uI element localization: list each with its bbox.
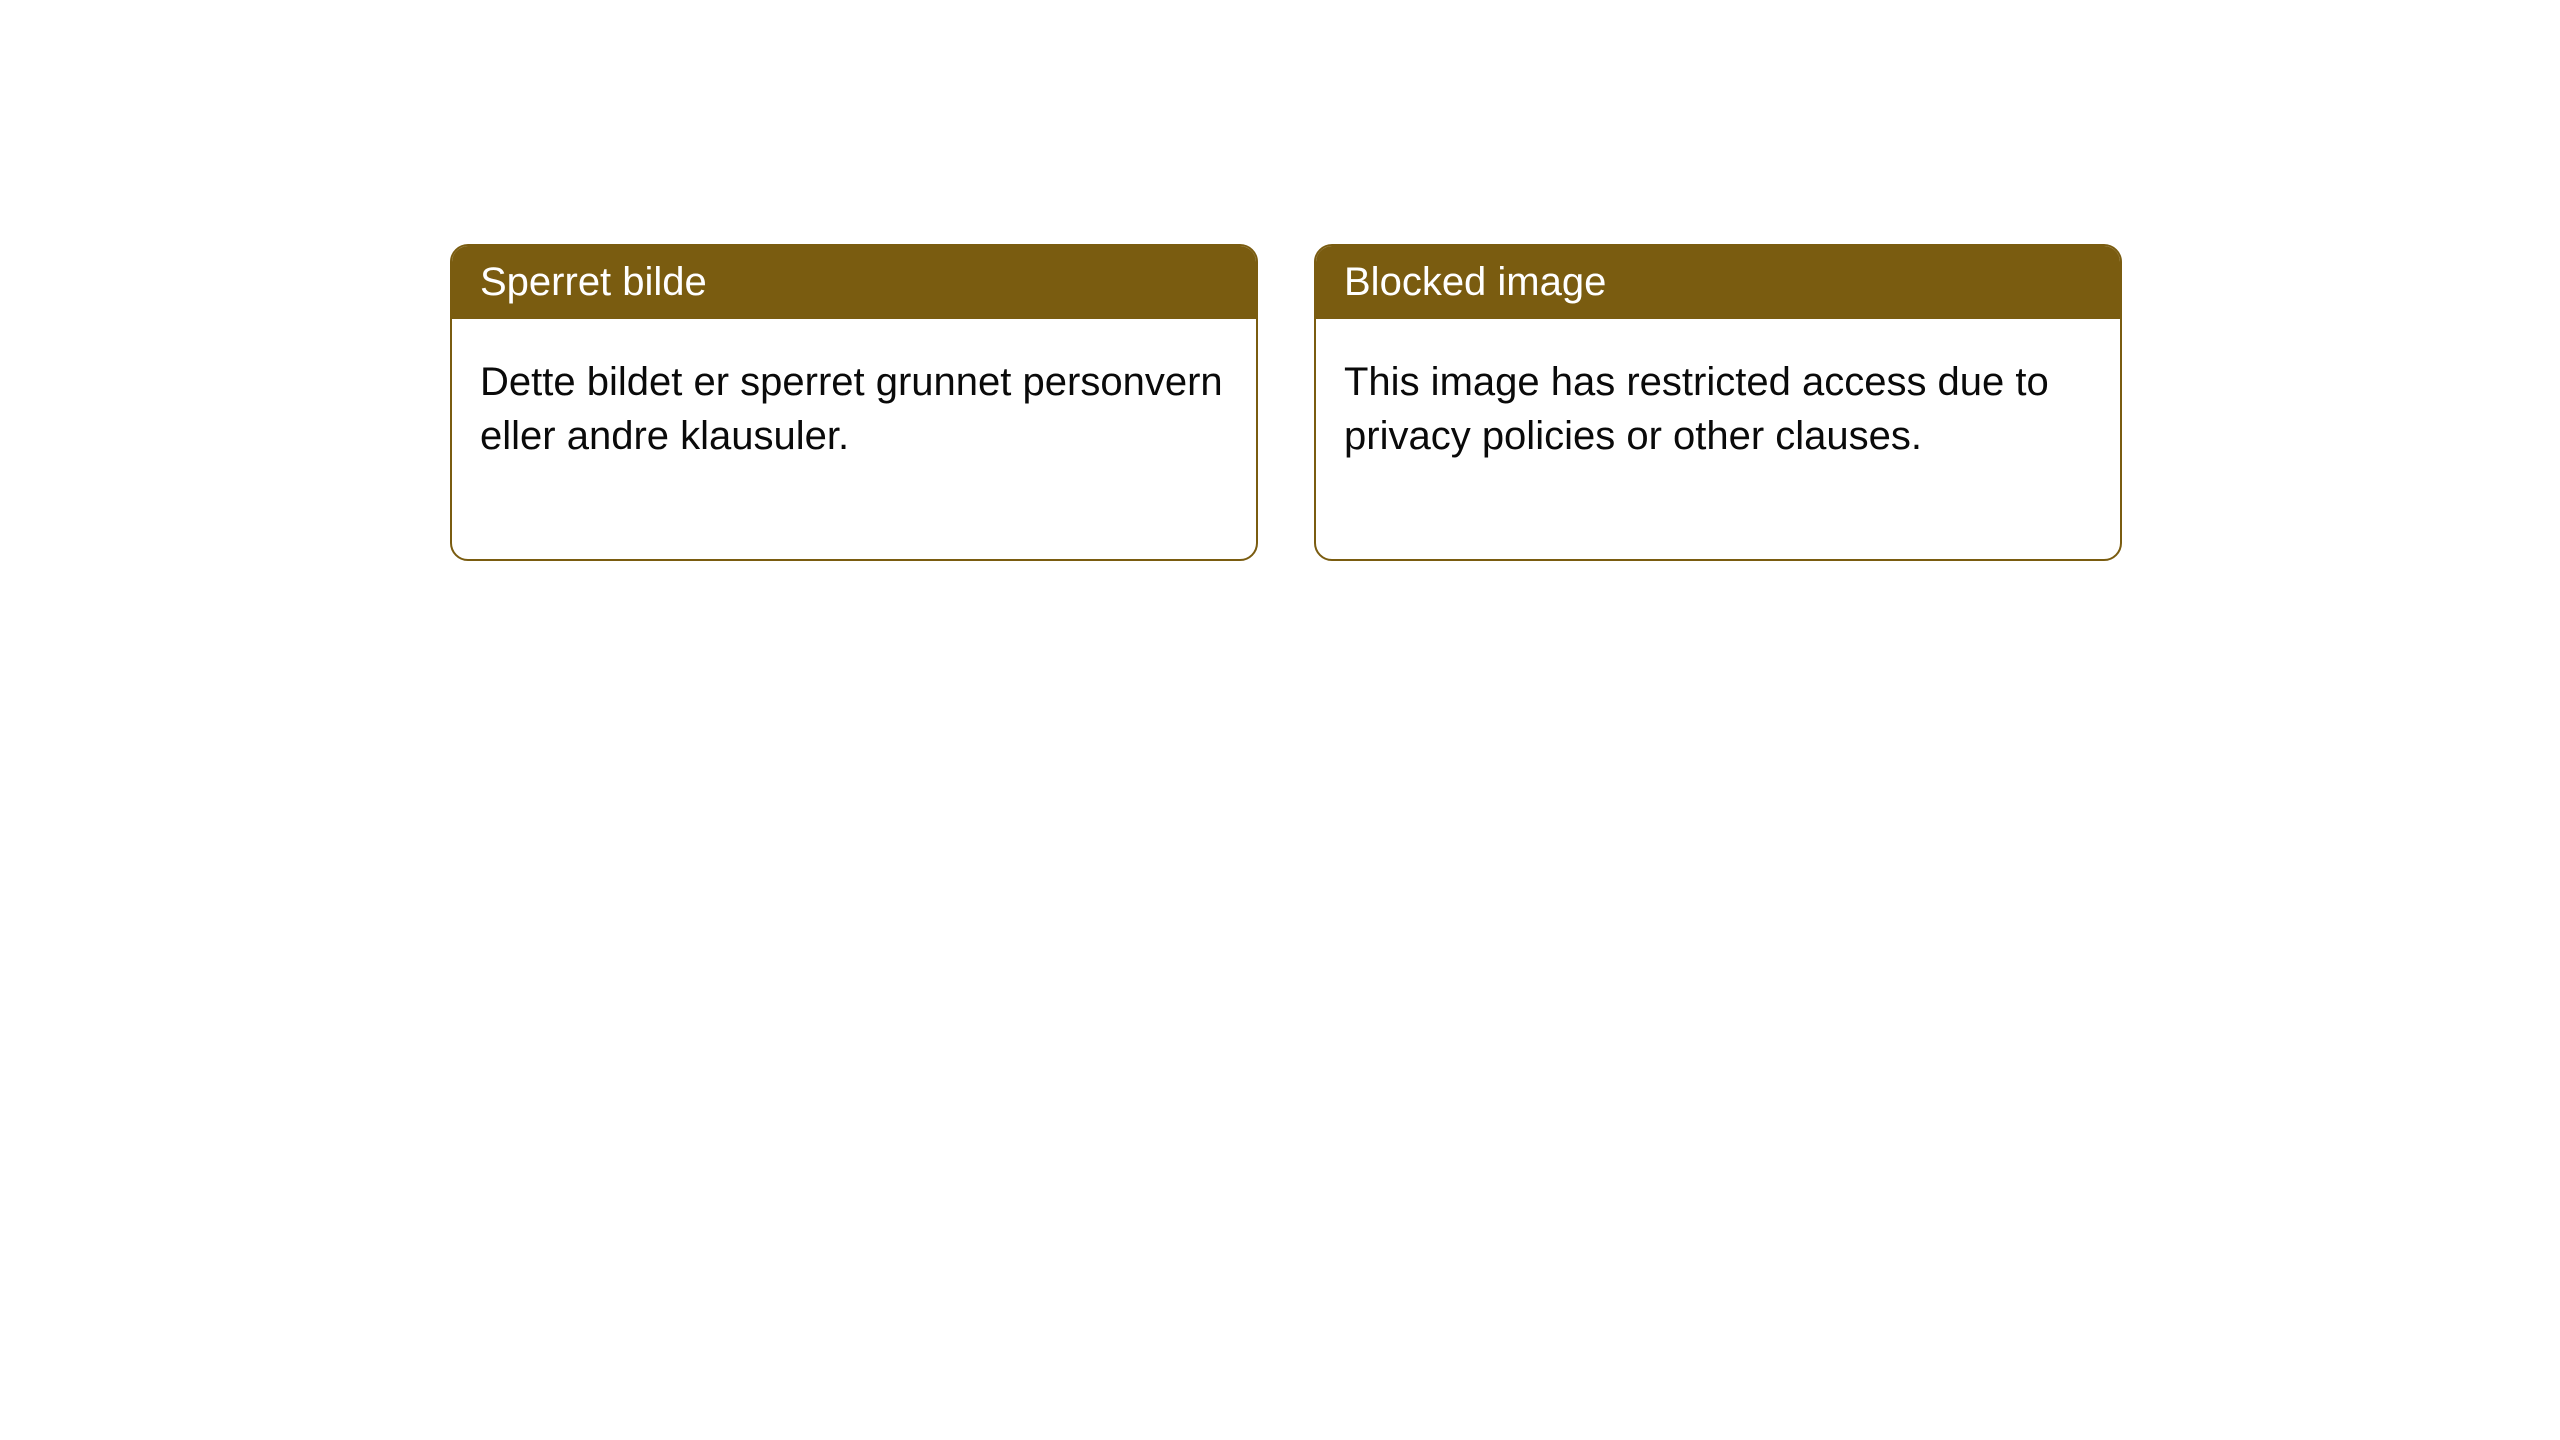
- notice-card-header: Sperret bilde: [452, 246, 1256, 319]
- notice-card-body: Dette bildet er sperret grunnet personve…: [452, 319, 1256, 559]
- notice-card-body-text: This image has restricted access due to …: [1344, 360, 2049, 458]
- notice-card-title: Sperret bilde: [480, 260, 707, 304]
- notice-card-body: This image has restricted access due to …: [1316, 319, 2120, 559]
- notice-card-english: Blocked image This image has restricted …: [1314, 244, 2122, 561]
- notice-card-body-text: Dette bildet er sperret grunnet personve…: [480, 360, 1223, 458]
- notice-card-header: Blocked image: [1316, 246, 2120, 319]
- notice-card-norwegian: Sperret bilde Dette bildet er sperret gr…: [450, 244, 1258, 561]
- notice-card-title: Blocked image: [1344, 260, 1606, 304]
- notice-cards-container: Sperret bilde Dette bildet er sperret gr…: [450, 244, 2122, 561]
